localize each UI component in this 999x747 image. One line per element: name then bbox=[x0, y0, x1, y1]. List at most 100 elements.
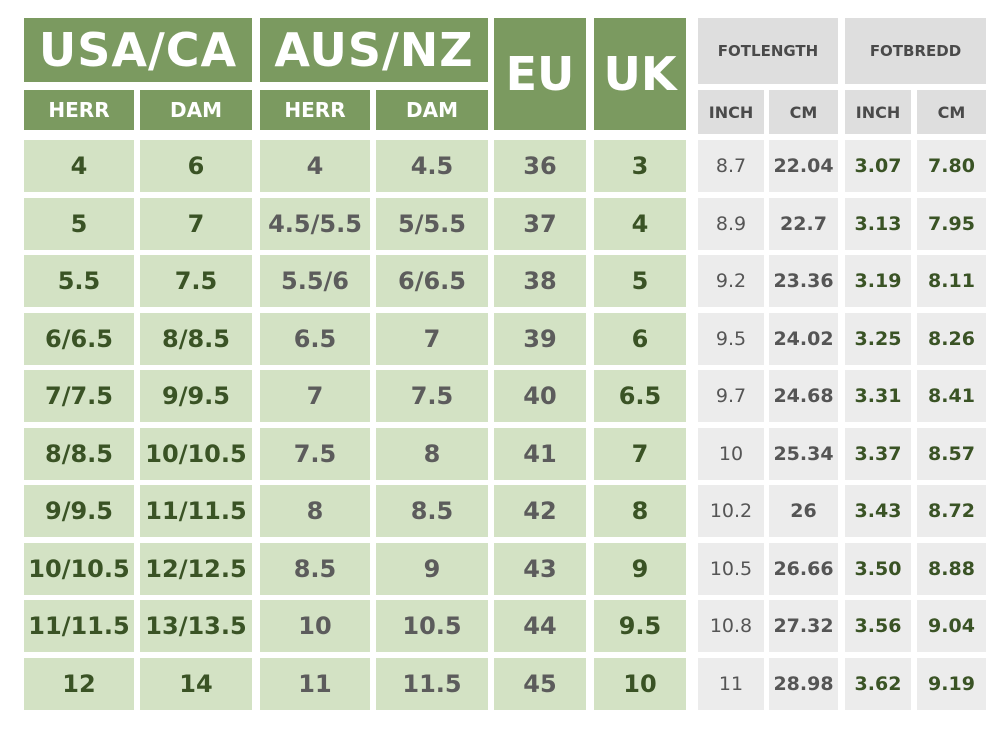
cell-usa-dam: 7 bbox=[140, 198, 252, 250]
cell-length-cm: 24.02 bbox=[769, 313, 838, 365]
cell-aus-herr: 10 bbox=[260, 600, 370, 652]
cell-width-cm: 8.72 bbox=[917, 485, 986, 537]
header-width-inch: INCH bbox=[845, 90, 911, 134]
cell-usa-dam: 13/13.5 bbox=[140, 600, 252, 652]
cell-length-inch: 9.7 bbox=[698, 370, 764, 422]
cell-aus-herr: 4.5/5.5 bbox=[260, 198, 370, 250]
cell-length-cm: 26.66 bbox=[769, 543, 838, 595]
cell-aus-dam: 11.5 bbox=[376, 658, 488, 710]
header-usa-ca: USA/CA bbox=[24, 18, 252, 82]
cell-usa-herr: 5.5 bbox=[24, 255, 134, 307]
header-aus-nz: AUS/NZ bbox=[260, 18, 488, 82]
cell-usa-herr: 12 bbox=[24, 658, 134, 710]
header-aus-dam: DAM bbox=[376, 90, 488, 130]
cell-usa-dam: 9/9.5 bbox=[140, 370, 252, 422]
cell-aus-dam: 9 bbox=[376, 543, 488, 595]
cell-uk: 9.5 bbox=[594, 600, 686, 652]
cell-width-inch: 3.07 bbox=[845, 140, 911, 192]
header-uk: UK bbox=[594, 18, 686, 130]
cell-length-inch: 10.8 bbox=[698, 600, 764, 652]
cell-eu: 38 bbox=[494, 255, 586, 307]
cell-width-cm: 7.95 bbox=[917, 198, 986, 250]
cell-width-inch: 3.43 bbox=[845, 485, 911, 537]
cell-usa-herr: 11/11.5 bbox=[24, 600, 134, 652]
header-length-cm: CM bbox=[769, 90, 838, 134]
cell-aus-dam: 8.5 bbox=[376, 485, 488, 537]
cell-length-inch: 8.7 bbox=[698, 140, 764, 192]
cell-width-cm: 8.88 bbox=[917, 543, 986, 595]
cell-width-inch: 3.13 bbox=[845, 198, 911, 250]
cell-width-inch: 3.37 bbox=[845, 428, 911, 480]
cell-width-cm: 9.19 bbox=[917, 658, 986, 710]
cell-uk: 6.5 bbox=[594, 370, 686, 422]
cell-usa-herr: 10/10.5 bbox=[24, 543, 134, 595]
cell-length-cm: 24.68 bbox=[769, 370, 838, 422]
cell-length-cm: 22.04 bbox=[769, 140, 838, 192]
cell-aus-dam: 7 bbox=[376, 313, 488, 365]
cell-usa-dam: 12/12.5 bbox=[140, 543, 252, 595]
cell-uk: 5 bbox=[594, 255, 686, 307]
cell-usa-dam: 7.5 bbox=[140, 255, 252, 307]
cell-usa-herr: 8/8.5 bbox=[24, 428, 134, 480]
cell-eu: 36 bbox=[494, 140, 586, 192]
cell-width-inch: 3.19 bbox=[845, 255, 911, 307]
cell-eu: 37 bbox=[494, 198, 586, 250]
header-length-inch: INCH bbox=[698, 90, 764, 134]
cell-uk: 3 bbox=[594, 140, 686, 192]
cell-length-inch: 9.5 bbox=[698, 313, 764, 365]
cell-length-inch: 11 bbox=[698, 658, 764, 710]
cell-length-inch: 8.9 bbox=[698, 198, 764, 250]
header-aus-herr: HERR bbox=[260, 90, 370, 130]
cell-aus-herr: 8 bbox=[260, 485, 370, 537]
cell-width-cm: 8.41 bbox=[917, 370, 986, 422]
cell-width-cm: 9.04 bbox=[917, 600, 986, 652]
cell-width-inch: 3.56 bbox=[845, 600, 911, 652]
header-eu: EU bbox=[494, 18, 586, 130]
cell-uk: 8 bbox=[594, 485, 686, 537]
cell-aus-dam: 6/6.5 bbox=[376, 255, 488, 307]
cell-length-cm: 25.34 bbox=[769, 428, 838, 480]
cell-length-cm: 23.36 bbox=[769, 255, 838, 307]
header-usa-dam: DAM bbox=[140, 90, 252, 130]
cell-eu: 41 bbox=[494, 428, 586, 480]
cell-length-cm: 27.32 bbox=[769, 600, 838, 652]
cell-usa-dam: 6 bbox=[140, 140, 252, 192]
header-width-cm: CM bbox=[917, 90, 986, 134]
cell-length-cm: 22.7 bbox=[769, 198, 838, 250]
cell-length-cm: 28.98 bbox=[769, 658, 838, 710]
cell-usa-herr: 7/7.5 bbox=[24, 370, 134, 422]
cell-width-cm: 7.80 bbox=[917, 140, 986, 192]
cell-eu: 43 bbox=[494, 543, 586, 595]
cell-usa-herr: 9/9.5 bbox=[24, 485, 134, 537]
cell-aus-dam: 4.5 bbox=[376, 140, 488, 192]
cell-eu: 45 bbox=[494, 658, 586, 710]
cell-width-inch: 3.31 bbox=[845, 370, 911, 422]
cell-uk: 6 bbox=[594, 313, 686, 365]
cell-usa-dam: 11/11.5 bbox=[140, 485, 252, 537]
cell-usa-dam: 10/10.5 bbox=[140, 428, 252, 480]
cell-length-inch: 10.5 bbox=[698, 543, 764, 595]
cell-aus-dam: 7.5 bbox=[376, 370, 488, 422]
cell-aus-herr: 5.5/6 bbox=[260, 255, 370, 307]
cell-aus-herr: 6.5 bbox=[260, 313, 370, 365]
cell-aus-dam: 10.5 bbox=[376, 600, 488, 652]
cell-width-inch: 3.50 bbox=[845, 543, 911, 595]
cell-usa-dam: 14 bbox=[140, 658, 252, 710]
header-fotbredd: FOTBREDD bbox=[845, 18, 986, 84]
cell-length-inch: 10 bbox=[698, 428, 764, 480]
header-usa-herr: HERR bbox=[24, 90, 134, 130]
cell-aus-herr: 4 bbox=[260, 140, 370, 192]
cell-aus-dam: 8 bbox=[376, 428, 488, 480]
cell-uk: 9 bbox=[594, 543, 686, 595]
cell-usa-dam: 8/8.5 bbox=[140, 313, 252, 365]
cell-width-cm: 8.11 bbox=[917, 255, 986, 307]
cell-aus-dam: 5/5.5 bbox=[376, 198, 488, 250]
cell-eu: 39 bbox=[494, 313, 586, 365]
cell-usa-herr: 6/6.5 bbox=[24, 313, 134, 365]
cell-eu: 44 bbox=[494, 600, 586, 652]
cell-uk: 10 bbox=[594, 658, 686, 710]
cell-length-inch: 10.2 bbox=[698, 485, 764, 537]
cell-usa-herr: 5 bbox=[24, 198, 134, 250]
cell-eu: 42 bbox=[494, 485, 586, 537]
cell-aus-herr: 7 bbox=[260, 370, 370, 422]
